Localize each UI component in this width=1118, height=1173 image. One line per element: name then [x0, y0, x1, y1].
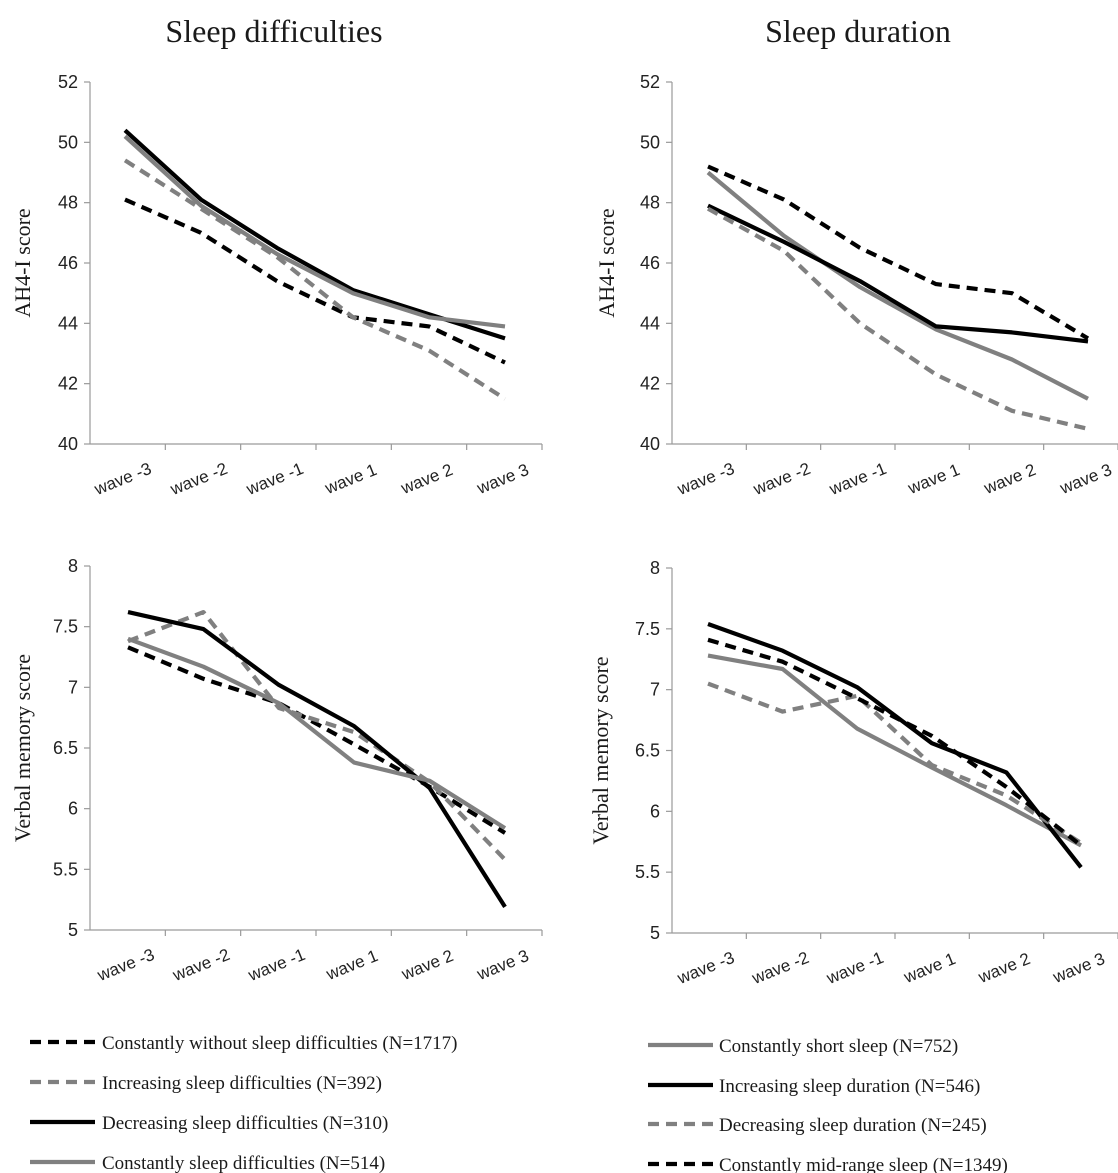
legend-label: Decreasing sleep duration (N=245) — [719, 1115, 987, 1136]
y-tick-label: 42 — [640, 374, 660, 394]
series-line — [123, 158, 507, 401]
x-category-label: wave -1 — [823, 948, 886, 988]
x-category-label: wave -1 — [826, 459, 889, 499]
series-line — [127, 636, 507, 830]
series-line — [707, 681, 1083, 845]
x-category-label: wave -1 — [243, 459, 306, 499]
legend-item: Constantly short sleep (N=752) — [648, 1036, 958, 1057]
y-tick-label: 48 — [640, 193, 660, 213]
x-category-label: wave 2 — [397, 460, 455, 498]
panels: 40 42 44 46 48 50 52 wave -3 wave -2 wave -1 wave … — [10, 72, 1118, 988]
legend-label: Increasing sleep difficulties (N=392) — [102, 1073, 382, 1094]
legend-label: Increasing sleep duration (N=546) — [719, 1076, 980, 1097]
chart-difficulties-memory: 5 5.5 6 6.5 7 7.5 8 wave -3 wave -2 wave -1 wave 1… — [10, 556, 543, 985]
legend-item: Increasing sleep difficulties (N=392) — [30, 1073, 382, 1094]
x-category-label: wave -2 — [748, 948, 811, 988]
legend-item: Decreasing sleep duration (N=245) — [648, 1115, 987, 1136]
y-tick-label: 5 — [68, 920, 78, 940]
x-category-label: wave 2 — [398, 946, 456, 984]
x-category-label: wave 3 — [1049, 949, 1107, 987]
series-line — [127, 645, 507, 835]
y-tick-label: 7.5 — [635, 619, 660, 639]
y-tick-label: 6.5 — [53, 738, 78, 758]
chart-difficulties-cognition: 40 42 44 46 48 50 52 wave -3 wave -2 wave -1 wave … — [10, 72, 543, 499]
series-line — [707, 637, 1083, 848]
x-category-label: wave 3 — [1056, 460, 1114, 498]
x-category-label: wave -2 — [167, 459, 230, 499]
legend-label: Constantly mid-range sleep (N=1349) — [719, 1155, 1008, 1173]
y-axis-label: AH4-I score — [594, 208, 619, 317]
legend-label: Constantly without sleep difficulties (N… — [102, 1033, 458, 1054]
x-category-label: wave -3 — [674, 948, 737, 988]
x-category-label: wave 3 — [473, 460, 531, 498]
legend-label: Constantly short sleep (N=752) — [719, 1036, 958, 1057]
x-category-label: wave -2 — [169, 945, 232, 985]
x-category-label: wave 1 — [321, 460, 379, 498]
series-line — [707, 653, 1082, 848]
x-category-label: wave 1 — [900, 949, 958, 987]
y-tick-label: 5.5 — [53, 859, 78, 879]
x-category-label: wave 1 — [323, 946, 381, 984]
x-category-label: wave -3 — [674, 459, 737, 499]
series-line — [706, 170, 1089, 401]
x-category-label: wave 3 — [473, 946, 531, 984]
y-tick-label: 42 — [58, 374, 78, 394]
series-line — [123, 128, 506, 341]
y-tick-label: 6 — [68, 799, 78, 819]
y-tick-label: 44 — [640, 313, 660, 333]
y-tick-label: 52 — [640, 72, 660, 92]
y-tick-label: 46 — [58, 253, 78, 273]
legend-item: Constantly mid-range sleep (N=1349) — [648, 1155, 1008, 1173]
y-tick-label: 6 — [650, 801, 660, 821]
legend-item: Constantly sleep difficulties (N=514) — [30, 1153, 385, 1173]
y-tick-label: 6.5 — [635, 741, 660, 761]
y-tick-label: 40 — [640, 434, 660, 454]
legend-item: Decreasing sleep difficulties (N=310) — [30, 1113, 388, 1134]
x-category-label: wave 2 — [975, 949, 1033, 987]
y-tick-label: 44 — [58, 313, 78, 333]
y-tick-label: 40 — [58, 434, 78, 454]
legend-label: Constantly sleep difficulties (N=514) — [102, 1153, 385, 1173]
y-tick-label: 48 — [58, 193, 78, 213]
series-line — [707, 622, 1083, 869]
legend-left: Constantly without sleep difficulties (N… — [30, 1033, 458, 1173]
chart-duration-memory: 5 5.5 6 6.5 7 7.5 8 wave -3 wave -2 wave -1 wave 1… — [588, 558, 1118, 988]
y-tick-label: 7 — [650, 680, 660, 700]
series-line — [127, 609, 507, 862]
series-line — [123, 134, 506, 329]
series-line — [707, 164, 1090, 341]
column-title-right: Sleep duration — [765, 13, 951, 49]
series-line — [124, 197, 506, 365]
legend-right: Constantly short sleep (N=752) Increasing… — [648, 1036, 1008, 1173]
legend-item: Increasing sleep duration (N=546) — [648, 1076, 980, 1097]
y-tick-label: 50 — [58, 132, 78, 152]
x-category-label: wave -1 — [245, 945, 308, 985]
y-tick-label: 50 — [640, 132, 660, 152]
x-category-label: wave 2 — [980, 460, 1038, 498]
chart-duration-cognition: 40 42 44 46 48 50 52 wave -3 wave -2 wave -1 wave … — [594, 72, 1118, 499]
y-tick-label: 8 — [68, 556, 78, 576]
y-tick-label: 5.5 — [635, 862, 660, 882]
y-axis-label: Verbal memory score — [588, 656, 613, 844]
x-category-label: wave -2 — [750, 459, 813, 499]
legend-item: Constantly without sleep difficulties (N… — [30, 1033, 458, 1054]
y-tick-label: 7.5 — [53, 617, 78, 637]
legend-label: Decreasing sleep difficulties (N=310) — [102, 1113, 388, 1134]
column-title-left: Sleep difficulties — [165, 13, 382, 49]
x-category-label: wave -3 — [94, 945, 157, 985]
y-tick-label: 5 — [650, 923, 660, 943]
y-tick-label: 8 — [650, 558, 660, 578]
y-tick-label: 52 — [58, 72, 78, 92]
x-category-label: wave 1 — [904, 460, 962, 498]
series-line — [706, 206, 1089, 431]
series-line — [127, 610, 507, 909]
y-axis-label: Verbal memory score — [10, 654, 35, 842]
x-category-label: wave -3 — [91, 459, 154, 499]
y-axis-label: AH4-I score — [10, 208, 35, 317]
series-line — [707, 203, 1089, 344]
y-tick-label: 7 — [68, 677, 78, 697]
y-tick-label: 46 — [640, 253, 660, 273]
